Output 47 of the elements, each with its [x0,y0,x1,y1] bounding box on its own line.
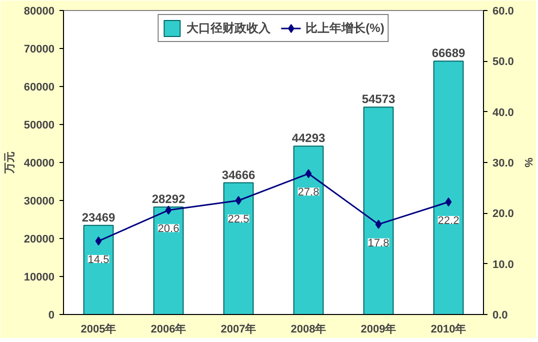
point [95,236,102,246]
y-tick-label: 80000 [24,6,55,18]
x-tick-label: 2010年 [430,322,466,336]
data-label: 17.8 [368,237,390,250]
legend-label: 比上年增长(%) [306,20,384,36]
point [445,198,452,207]
y-tick-label: 40000 [24,158,55,170]
data-label: 44293 [292,131,326,146]
x-tick-label: 2005年 [80,322,116,336]
point [305,169,312,178]
y2-tick-label: 40.0 [492,106,514,119]
y-tick-label: 70000 [24,44,55,56]
data-label: 23469 [82,210,116,224]
data-label: 28292 [152,192,186,206]
y2-tick-label: 50.0 [492,56,514,68]
y2-tick-label: 20.0 [492,208,514,220]
y2-tick-label: 10.0 [492,258,514,271]
y-axis-title: 万元 [4,152,16,174]
y2-tick-label: 30.0 [492,158,514,170]
bar [293,146,324,314]
bar [363,106,394,314]
data-label: 54573 [362,92,396,106]
data-label: 66689 [432,46,466,60]
y2-tick-label: 0.0 [492,310,508,322]
legend-label: 大口径财政收入 [186,20,271,36]
data-label: 22.5 [228,214,250,226]
y-tick-label: 30000 [24,196,55,208]
y-tick-label: 10000 [24,272,55,284]
bar [83,224,114,314]
x-tick-label: 2007年 [220,322,256,336]
point [375,220,382,229]
data-label: 34666 [222,168,256,182]
bar [433,60,464,314]
x-tick-label: 2008年 [290,322,326,336]
point [235,196,242,205]
y-tick-label: 0 [48,310,55,322]
y2-tick-label: 60.0 [492,6,514,18]
x-tick-label: 2006年 [150,322,186,336]
x-tick-label: 2009年 [360,322,396,336]
point [165,206,172,215]
y-tick-label: 60000 [24,82,55,94]
y2-axis-title: % [522,158,534,168]
y-tick-label: 50000 [24,120,55,132]
bar [153,206,184,314]
bar [223,182,254,314]
data-label: 22.2 [438,215,460,228]
y-tick-label: 20000 [24,234,55,246]
